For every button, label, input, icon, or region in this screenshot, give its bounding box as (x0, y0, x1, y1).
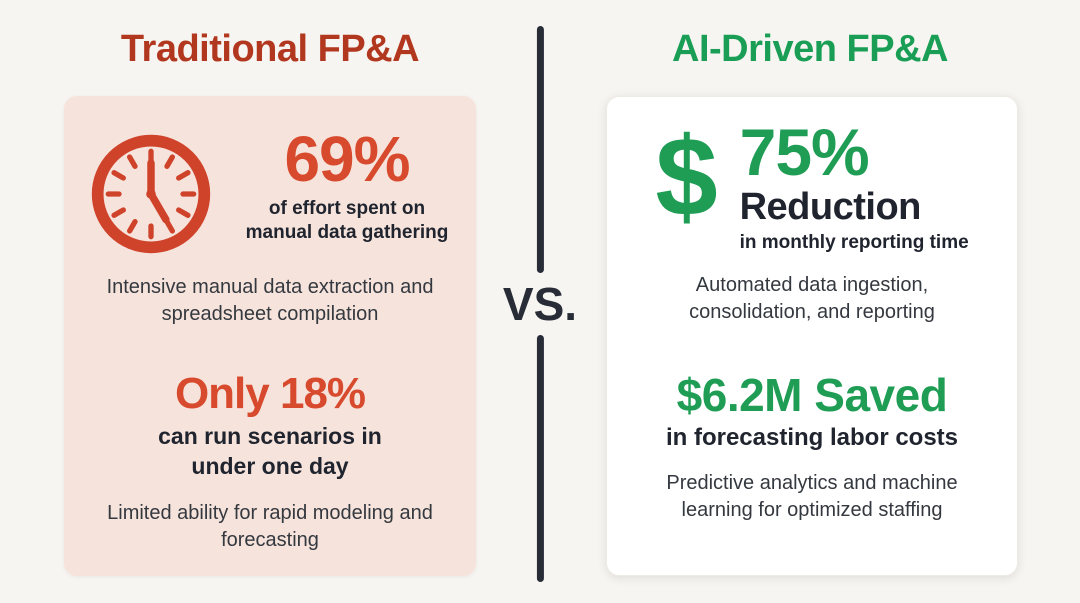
traditional-stat1: 69% of effort spent on manual data gathe… (241, 123, 453, 245)
traditional-stat1-value: 69% (284, 123, 410, 195)
ai-stat2-value: $6.2M Saved (676, 368, 948, 421)
traditional-fpa-card: 69% of effort spent on manual data gathe… (64, 96, 476, 576)
ai-stat1-value: 75% (739, 115, 870, 189)
traditional-stat1-row: 69% of effort spent on manual data gathe… (64, 96, 476, 258)
traditional-stat2-description: Limited ability for rapid modeling and f… (107, 502, 433, 552)
ai-stat1-row: $ 75% Reduction in monthly reporting tim… (607, 97, 1017, 254)
dollar-sign-icon: $ (655, 114, 718, 239)
versus-label: VS. (502, 278, 578, 330)
traditional-stat2-label: can run scenarios in under one day (158, 423, 382, 480)
ai-stat1-label: Reduction (739, 186, 922, 228)
ai-driven-fpa-card: $ 75% Reduction in monthly reporting tim… (606, 96, 1018, 576)
vertical-divider: VS. (503, 26, 577, 582)
divider-line-bottom (536, 335, 544, 582)
traditional-stat2-value: Only 18% (174, 369, 366, 418)
traditional-stat1-description: Intensive manual data extraction and spr… (106, 276, 434, 325)
divider-line-top (536, 26, 544, 273)
traditional-stat1-label: of effort spent on manual data gathering (245, 198, 449, 243)
ai-stat2-description: Predictive analytics and machine learnin… (666, 472, 958, 522)
ai-stat1: 75% Reduction in monthly reporting time (740, 119, 969, 254)
right-column-title: AI-Driven FP&A (672, 28, 948, 70)
ai-stat1-description: Automated data ingestion, consolidation,… (689, 273, 935, 323)
clock-icon (91, 134, 211, 254)
left-column-title: Traditional FP&A (120, 28, 420, 70)
ai-stat1-sublabel: in monthly reporting time (739, 231, 969, 253)
ai-stat2-label: in forecasting labor costs (665, 424, 959, 452)
